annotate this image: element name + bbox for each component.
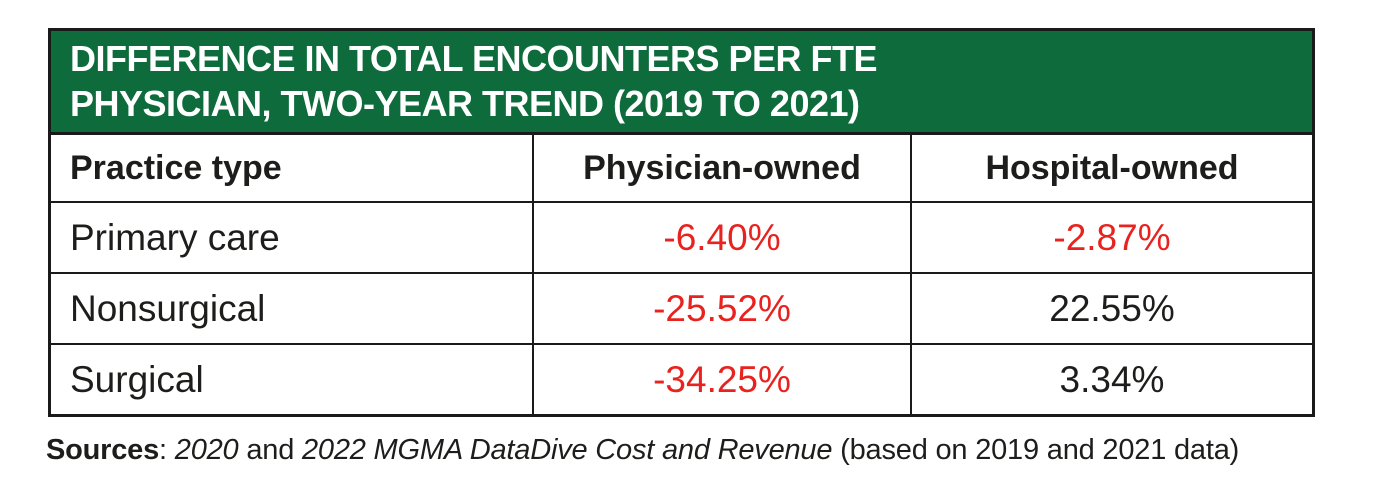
encounters-trend-table: DIFFERENCE IN TOTAL ENCOUNTERS PER FTE P… bbox=[48, 28, 1315, 417]
source-title-2022: 2022 MGMA DataDive Cost and Revenue bbox=[301, 434, 833, 466]
column-header-practice-type: Practice type bbox=[70, 148, 282, 187]
value-cell: -25.52% bbox=[532, 274, 910, 343]
source-title-2020: 2020 bbox=[174, 434, 239, 466]
source-separator: : bbox=[159, 434, 175, 466]
source-note: (based on 2019 and 2021 data) bbox=[832, 434, 1240, 466]
row-label: Surgical bbox=[70, 358, 204, 400]
value-cell: 3.34% bbox=[910, 345, 1312, 414]
row-label: Nonsurgical bbox=[70, 287, 266, 329]
row-label: Primary care bbox=[70, 216, 280, 258]
column-header-physician-owned: Physician-owned bbox=[532, 135, 910, 201]
value-cell: 22.55% bbox=[910, 274, 1312, 343]
table-title-line2: PHYSICIAN, TWO-YEAR TREND (2019 TO 2021) bbox=[70, 82, 860, 124]
table-row-surgical: Surgical -34.25% 3.34% bbox=[51, 343, 1312, 414]
source-conjunction: and bbox=[238, 434, 302, 466]
value-cell: -6.40% bbox=[532, 203, 910, 272]
table-row-primary-care: Primary care -6.40% -2.87% bbox=[51, 201, 1312, 272]
value-cell: -34.25% bbox=[532, 345, 910, 414]
source-line: Sources: 2020 and 2022 MGMA DataDive Cos… bbox=[46, 434, 1239, 467]
source-label: Sources bbox=[46, 434, 160, 466]
table-title-line1: DIFFERENCE IN TOTAL ENCOUNTERS PER FTE bbox=[70, 38, 878, 80]
column-header-row: Practice type Physician-owned Hospital-o… bbox=[51, 135, 1312, 201]
table-row-nonsurgical: Nonsurgical -25.52% 22.55% bbox=[51, 272, 1312, 343]
column-header-hospital-owned: Hospital-owned bbox=[910, 135, 1312, 201]
value-cell: -2.87% bbox=[910, 203, 1312, 272]
table-title-band: DIFFERENCE IN TOTAL ENCOUNTERS PER FTE P… bbox=[51, 31, 1312, 135]
